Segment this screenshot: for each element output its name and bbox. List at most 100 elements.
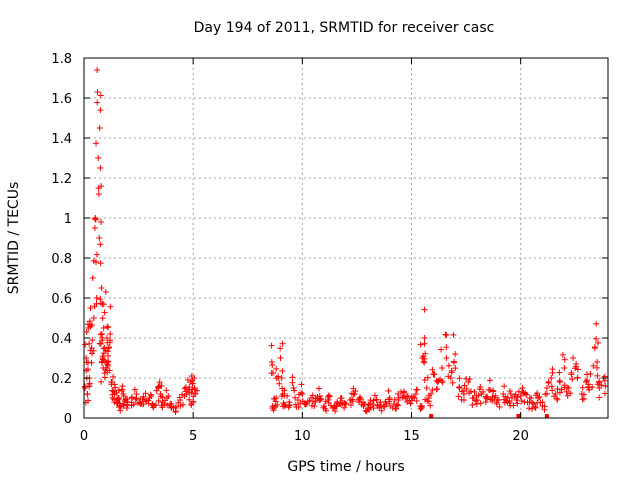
data-point [120,402,127,409]
data-point [122,395,129,402]
data-point [587,371,594,377]
data-point [104,362,111,369]
data-point [450,331,457,338]
data-point [445,362,452,369]
data-point [385,387,392,394]
data-point [269,369,276,376]
data-point [105,352,112,359]
data-point [159,394,166,401]
data-point [342,400,349,407]
data-point [463,385,470,392]
data-point [389,404,396,411]
data-point [519,384,526,391]
data-point [439,379,446,386]
data-point [269,362,276,369]
data-point [86,380,93,387]
data-point [165,393,172,400]
data-point [574,366,581,373]
data-point [136,399,143,406]
data-point [333,402,340,409]
data-point [543,385,550,391]
data-point [579,396,586,403]
y-tick-label: 0.2 [51,372,72,387]
data-point [398,388,405,395]
data-point [591,344,598,351]
data-point [477,400,484,407]
data-point [412,391,419,397]
data-point [181,385,188,392]
data-point [447,375,454,381]
chart-title: Day 194 of 2011, SRMTID for receiver cas… [194,20,495,36]
data-point [434,386,441,393]
data-point [322,405,329,412]
data-point [292,401,299,408]
data-point [358,401,365,408]
data-point [97,331,104,338]
data-point [413,386,420,393]
data-point [86,340,93,347]
data-point [450,359,457,366]
data-point [94,99,101,106]
data-point [590,362,597,369]
data-point [289,374,296,381]
y-axis-title: SRMTID / TECUs [6,182,22,295]
data-point [268,342,275,349]
data-point [337,395,344,402]
data-point [367,404,374,411]
data-point [93,259,100,265]
data-point [133,395,140,402]
grid-lines [84,58,608,418]
data-point [357,396,364,403]
data-point [164,402,171,409]
data-point [99,337,106,344]
data-point [463,375,470,382]
axis-ticks: 0 0.2 0.4 0.6 0.8 1 1.2 1.4 1.6 1.8 0 5 10 15 20 [51,52,608,444]
data-point [179,401,186,408]
data-point [429,386,436,393]
data-point [298,381,305,388]
data-point [541,403,548,410]
data-point [175,399,182,406]
data-point [556,377,563,384]
data-point [593,364,600,371]
data-point [279,340,286,347]
data-point [549,366,556,373]
data-point [128,394,135,401]
data-point [163,387,170,394]
data-point [101,370,108,377]
data-point [286,402,293,409]
data-point [421,335,428,341]
data-point [439,365,446,371]
data-point [115,396,122,403]
data-point [90,347,97,354]
data-point [147,391,154,398]
data-point [349,398,356,405]
data-point [98,219,105,225]
data-point [410,393,417,400]
data-point [277,355,284,361]
data-point [279,385,286,392]
data-point [91,225,98,231]
data-point [574,374,581,381]
data-point [95,155,102,161]
y-tick-label: 0 [64,412,72,427]
data-point [89,337,96,344]
data-point [517,393,524,399]
data-point [596,394,603,401]
data-point [92,216,99,223]
data-point [443,331,450,338]
x-tick-label: 15 [403,429,420,444]
data-point [276,380,283,387]
data-point [268,359,275,365]
data-point [350,385,357,392]
data-point [513,397,520,403]
data-point [422,350,429,357]
data-point [369,401,376,407]
data-point [507,402,514,409]
data-point [427,390,434,397]
data-point [593,335,600,342]
data-point [391,401,398,407]
data-point [594,372,601,379]
data-point [332,408,339,415]
